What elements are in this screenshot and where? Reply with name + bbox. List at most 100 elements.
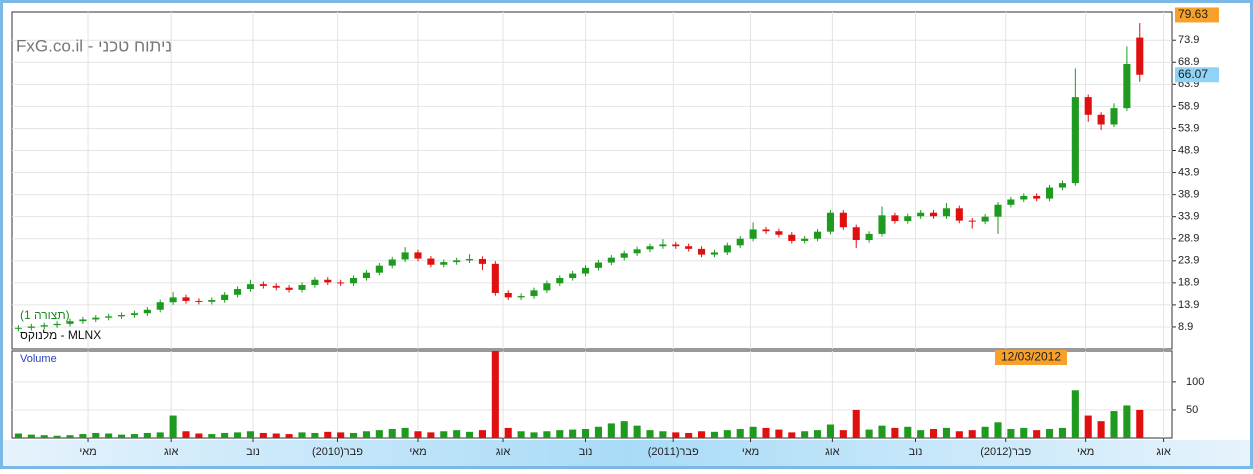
candle-body	[246, 284, 254, 290]
candle-body	[453, 260, 461, 263]
y-tick-label: 23.9	[1178, 255, 1199, 267]
candle-body	[543, 283, 551, 291]
volume-bar	[878, 425, 886, 438]
volume-bar	[1033, 430, 1041, 438]
volume-bar	[672, 432, 680, 438]
volume-bar	[440, 431, 448, 438]
candle-body	[27, 326, 35, 328]
y-tick-label: 53.9	[1178, 122, 1199, 134]
candle-body	[1071, 97, 1079, 184]
candle-body	[427, 258, 435, 265]
y-tick-label: 38.9	[1178, 189, 1199, 201]
volume-bar	[491, 351, 499, 438]
volume-bar	[710, 431, 718, 438]
candle-body	[234, 289, 242, 295]
candle-body	[736, 238, 744, 246]
candle-body	[195, 300, 203, 302]
subtitle: (תצורה 1)	[20, 308, 70, 322]
volume-bar	[814, 430, 822, 438]
candle-body	[826, 212, 834, 232]
volume-bar	[53, 435, 61, 438]
volume-bar	[414, 431, 422, 438]
candle-body	[878, 215, 886, 234]
candle-body	[517, 296, 525, 298]
candle-body	[1123, 64, 1131, 109]
volume-bar	[1123, 405, 1131, 438]
y-tick-label: 50	[1186, 404, 1198, 416]
volume-bar	[749, 426, 757, 438]
candle-body	[672, 244, 680, 247]
candle-body	[556, 277, 564, 284]
price-label: 79.63	[1178, 7, 1208, 21]
volume-bar	[1136, 409, 1144, 438]
candle-body	[143, 309, 151, 314]
candle-body	[1046, 187, 1054, 199]
candle-body	[801, 238, 809, 241]
candle-body	[569, 273, 577, 278]
volume-bar	[569, 429, 577, 438]
volume-bar	[775, 429, 783, 438]
candle-body	[130, 313, 138, 316]
volume-bar	[105, 433, 113, 438]
candle-body	[118, 315, 126, 317]
candle-body	[311, 279, 319, 286]
price-label: 66.07	[1178, 67, 1208, 81]
volume-bar	[1097, 421, 1105, 438]
volume-bar	[994, 422, 1002, 438]
candle-body	[994, 204, 1002, 217]
candle-body	[607, 257, 615, 263]
y-tick-label: 33.9	[1178, 211, 1199, 223]
volume-label: Volume	[20, 353, 57, 365]
volume-bar	[427, 432, 435, 438]
volume-bar	[14, 433, 22, 438]
y-tick-label: 48.9	[1178, 144, 1199, 156]
candle-body	[710, 252, 718, 255]
candle-body	[582, 267, 590, 274]
candle-body	[53, 323, 61, 326]
candle-body	[917, 212, 925, 217]
volume-bar	[401, 427, 409, 438]
volume-bar	[272, 433, 280, 438]
volume-bar	[388, 429, 396, 438]
candle-body	[1020, 195, 1028, 200]
y-tick-label: 100	[1186, 376, 1204, 388]
volume-bar	[324, 431, 332, 438]
volume-bar	[285, 434, 293, 438]
candle-body	[478, 259, 486, 264]
volume-bar	[130, 434, 138, 438]
candle-body	[491, 263, 499, 293]
volume-bar	[156, 432, 164, 438]
volume-bar	[891, 427, 899, 438]
volume-bar	[917, 430, 925, 438]
candle-body	[221, 294, 229, 301]
price-panel	[11, 11, 1173, 350]
candle-body	[530, 290, 538, 297]
volume-bar	[259, 432, 267, 438]
candle-body	[762, 229, 770, 232]
candle-body	[285, 287, 293, 290]
volume-bar	[607, 423, 615, 438]
volume-bar	[801, 431, 809, 438]
candle-body	[259, 284, 267, 286]
volume-bar	[904, 426, 912, 438]
volume-bar	[478, 430, 486, 438]
volume-bar	[826, 424, 834, 438]
x-tick-label: מאי	[1077, 446, 1094, 458]
volume-bar	[788, 432, 796, 438]
volume-bar	[942, 427, 950, 438]
volume-bar	[453, 430, 461, 438]
candle-body	[350, 277, 358, 284]
volume-bar	[981, 426, 989, 438]
volume-bar	[466, 431, 474, 438]
volume-bar	[118, 434, 126, 438]
candle-body	[156, 302, 164, 310]
volume-bar	[839, 430, 847, 438]
candle-body	[1033, 195, 1041, 199]
candle-body	[105, 316, 113, 318]
candle-body	[942, 208, 950, 217]
candle-body	[594, 262, 602, 268]
volume-bar	[582, 429, 590, 438]
x-tick-label: נוב	[579, 446, 593, 458]
volume-bar	[92, 432, 100, 438]
candle-body	[324, 279, 332, 283]
